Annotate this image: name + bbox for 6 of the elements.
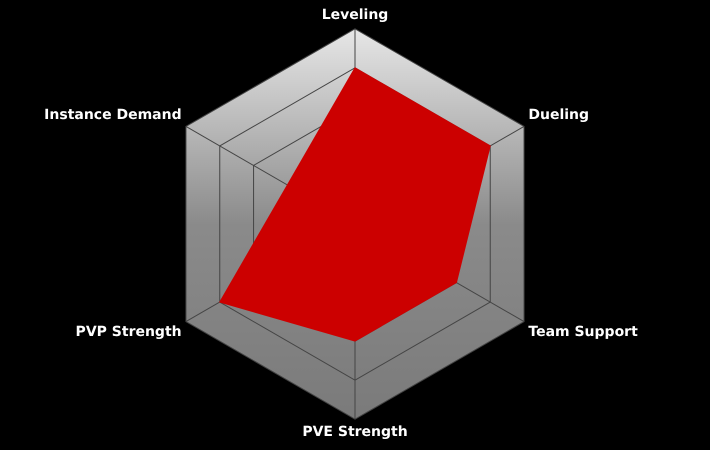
spoke-label: Instance Demand bbox=[44, 107, 182, 124]
spoke-label: Leveling bbox=[322, 7, 388, 24]
spoke-label: PVP Strength bbox=[76, 324, 182, 340]
spoke-label: PVE Strength bbox=[302, 424, 408, 440]
spoke-label: Team Support bbox=[528, 324, 638, 340]
spoke-label: Dueling bbox=[528, 107, 590, 124]
